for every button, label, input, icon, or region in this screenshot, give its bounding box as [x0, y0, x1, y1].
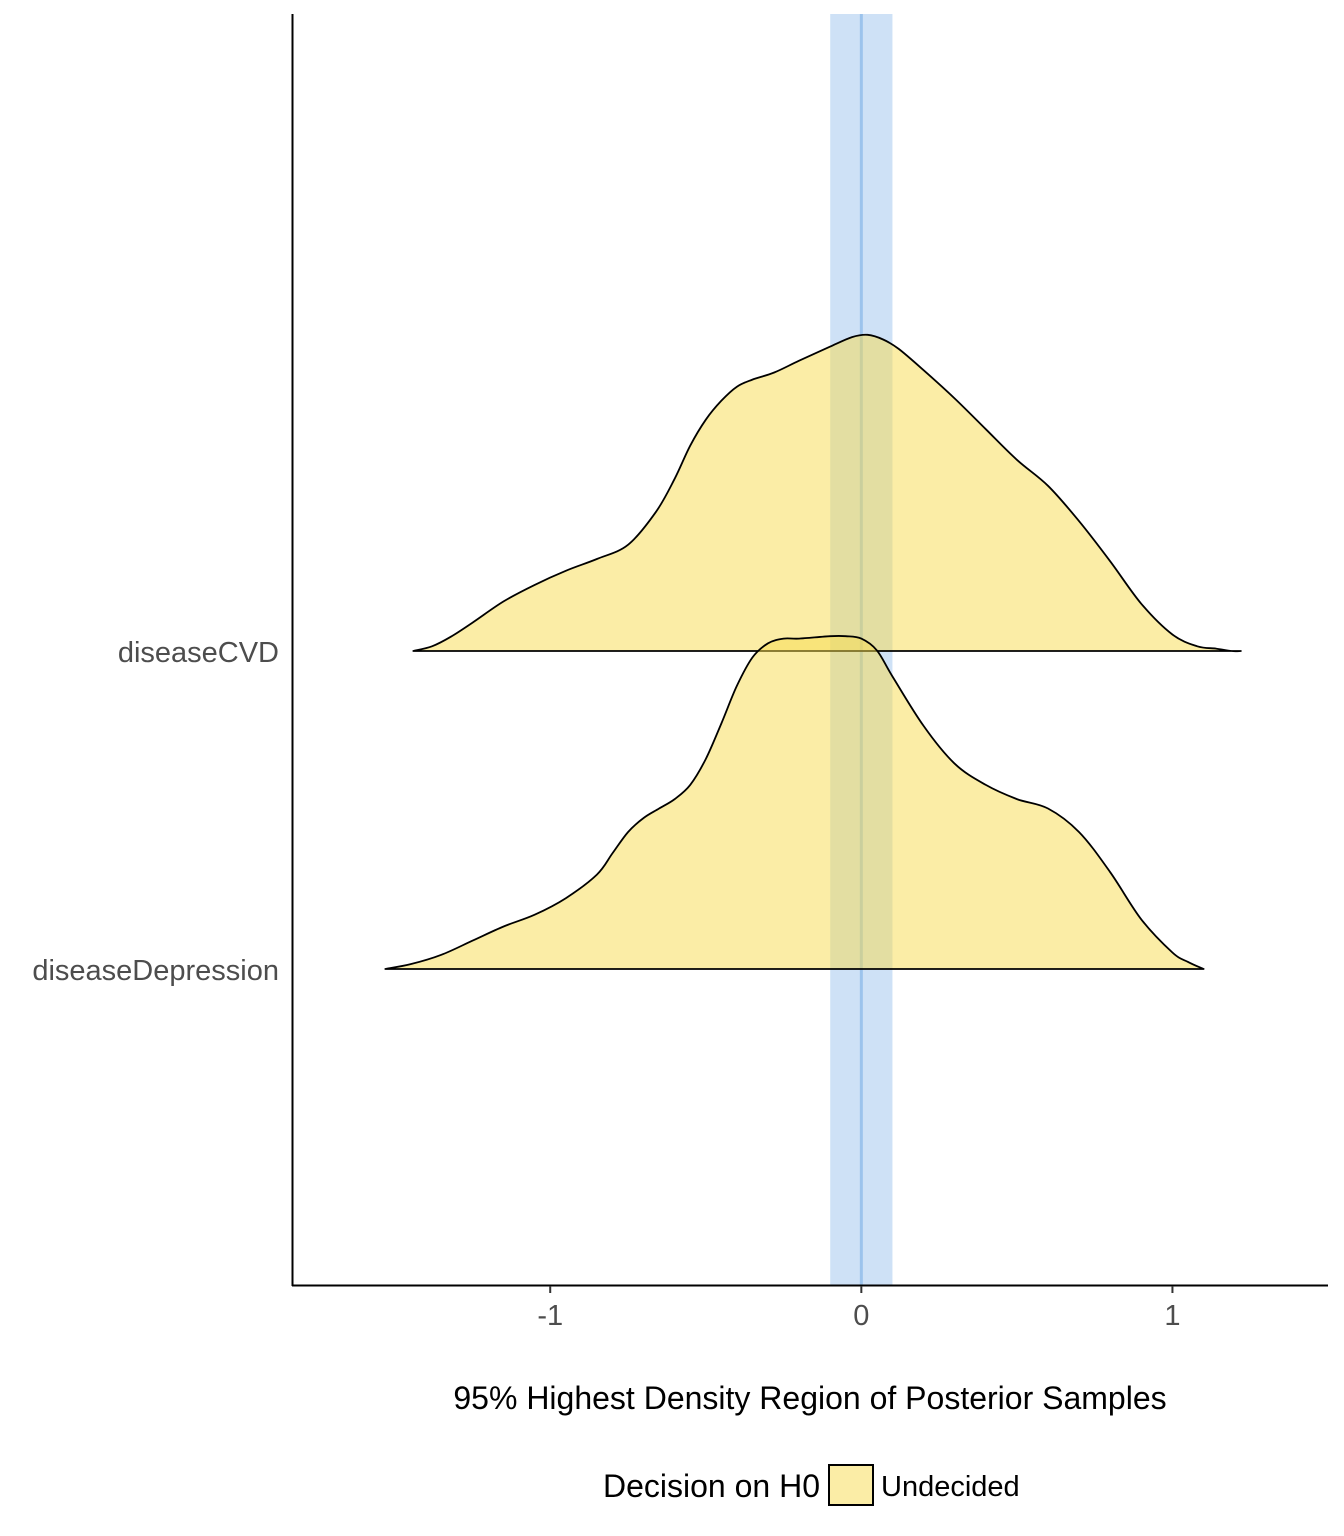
- legend-key-undecided: [828, 1464, 874, 1506]
- y-category-labels: diseaseCVD diseaseDepression: [32, 637, 279, 987]
- legend-label-undecided: Undecided: [881, 1471, 1020, 1503]
- axes: [291, 14, 1328, 1287]
- x-tick-label: 1: [1164, 1300, 1180, 1332]
- y-label-diseaseDepression: diseaseDepression: [32, 955, 279, 987]
- density-diseaseCVD: [412, 333, 1242, 653]
- y-label-diseaseCVD: diseaseCVD: [118, 637, 279, 669]
- x-ticks: -1 0 1: [537, 1286, 1181, 1332]
- legend: Decision on H0 Undecided: [603, 1464, 1020, 1506]
- x-tick-label: -1: [537, 1300, 563, 1332]
- density-diseaseDepression: [384, 635, 1205, 970]
- x-tick-label: 0: [853, 1300, 869, 1332]
- legend-title: Decision on H0: [603, 1468, 820, 1504]
- density-curves: [384, 333, 1242, 970]
- x-axis-title: 95% Highest Density Region of Posterior …: [453, 1380, 1166, 1416]
